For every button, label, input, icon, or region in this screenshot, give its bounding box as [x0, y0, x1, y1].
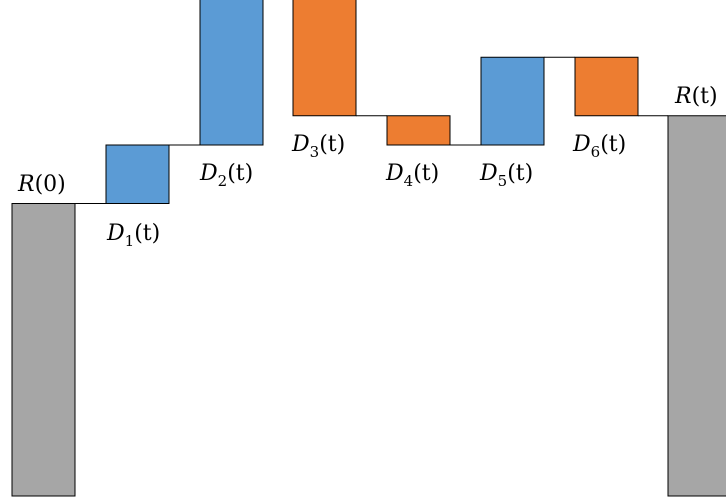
connector-lines: [75, 56, 668, 204]
bars: [11, 0, 726, 497]
end-total-label: R(t): [674, 84, 718, 109]
step-label-d4: D4(t): [385, 161, 439, 190]
bar-end-total: [667, 115, 726, 497]
step-label-d5: D5(t): [479, 161, 533, 190]
bar-step-d2: [199, 0, 264, 146]
step-label-d3: D3(t): [291, 132, 345, 161]
step-label-d1: D1(t): [106, 221, 160, 250]
bar-start-total: [11, 203, 76, 497]
bar-step-d3: [292, 0, 357, 117]
start-total-label: R(0): [17, 172, 66, 197]
bar-step-d5: [480, 56, 545, 146]
bar-step-d4: [386, 115, 451, 146]
bar-step-d1: [105, 144, 170, 204]
step-label-d6: D6(t): [572, 132, 626, 161]
step-label-d2: D2(t): [199, 161, 253, 190]
bar-step-d6: [574, 56, 639, 117]
